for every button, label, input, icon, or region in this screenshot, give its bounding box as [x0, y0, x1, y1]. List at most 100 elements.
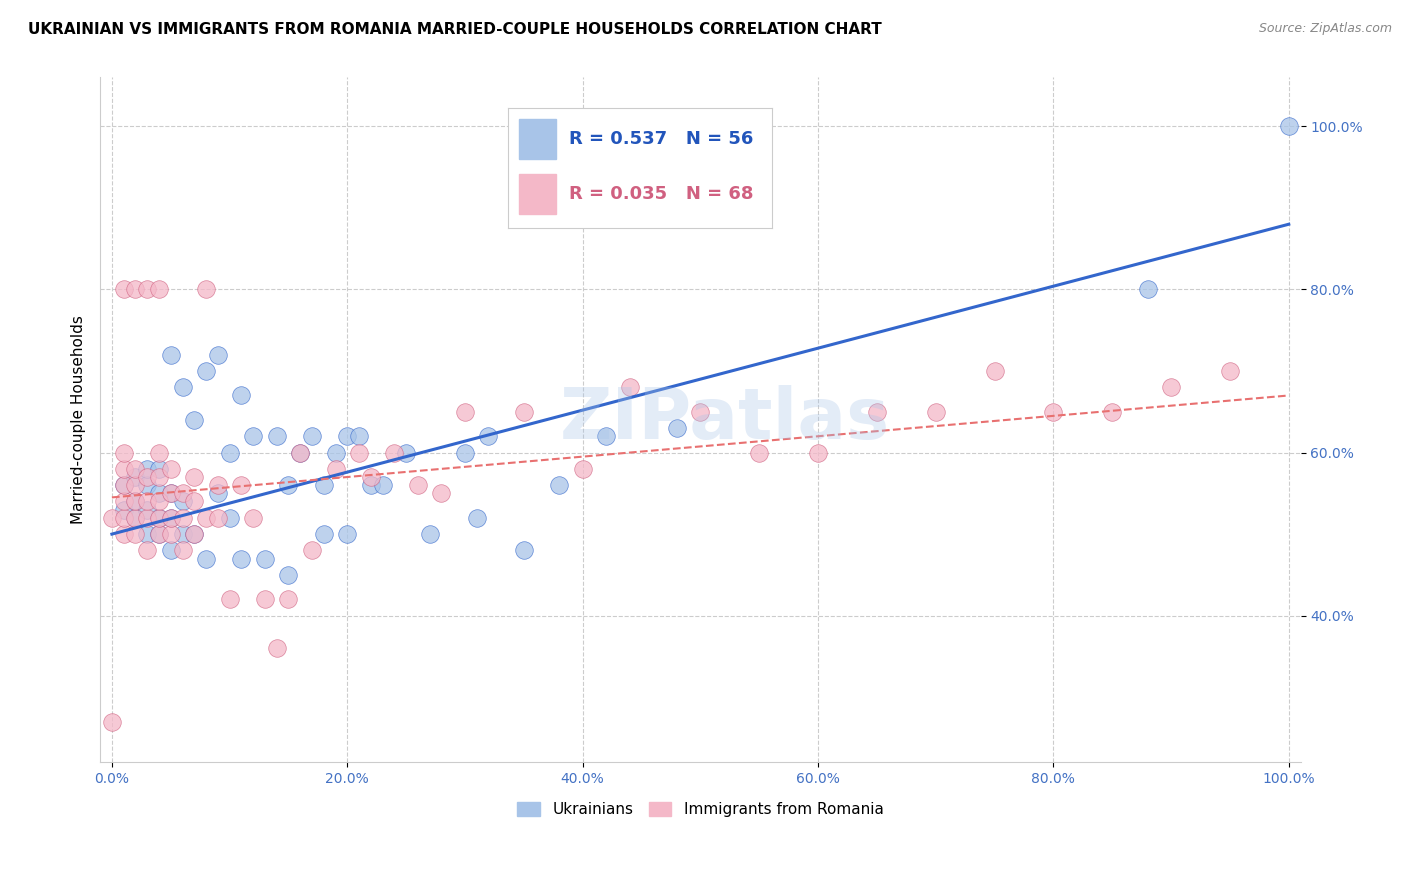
- Point: [419, 527, 441, 541]
- Point: [748, 445, 770, 459]
- Point: [1136, 283, 1159, 297]
- Point: [347, 445, 370, 459]
- Point: [112, 445, 135, 459]
- Point: [371, 478, 394, 492]
- Point: [290, 445, 312, 459]
- Point: [513, 543, 536, 558]
- Point: [290, 445, 312, 459]
- Point: [1219, 364, 1241, 378]
- Point: [218, 510, 240, 524]
- Point: [866, 405, 889, 419]
- Point: [1160, 380, 1182, 394]
- Point: [231, 478, 253, 492]
- Point: [136, 494, 159, 508]
- Text: Source: ZipAtlas.com: Source: ZipAtlas.com: [1258, 22, 1392, 36]
- Point: [513, 405, 536, 419]
- Point: [136, 470, 159, 484]
- Point: [242, 510, 264, 524]
- Point: [207, 510, 229, 524]
- Point: [101, 714, 124, 729]
- Point: [925, 405, 948, 419]
- Point: [301, 429, 323, 443]
- Point: [231, 388, 253, 402]
- Point: [159, 510, 181, 524]
- Point: [231, 551, 253, 566]
- Point: [1278, 120, 1301, 134]
- Point: [159, 486, 181, 500]
- Point: [195, 551, 218, 566]
- Point: [136, 543, 159, 558]
- Point: [277, 478, 299, 492]
- Point: [112, 510, 135, 524]
- Point: [112, 478, 135, 492]
- Point: [183, 527, 205, 541]
- Point: [347, 429, 370, 443]
- Point: [159, 462, 181, 476]
- Legend: Ukrainians, Immigrants from Romania: Ukrainians, Immigrants from Romania: [510, 796, 890, 823]
- Text: ZIPatlas: ZIPatlas: [560, 385, 890, 454]
- Point: [148, 510, 170, 524]
- Point: [124, 283, 146, 297]
- Point: [430, 486, 453, 500]
- Point: [136, 462, 159, 476]
- Point: [325, 462, 347, 476]
- Point: [148, 510, 170, 524]
- Point: [183, 494, 205, 508]
- Point: [266, 429, 288, 443]
- Point: [124, 494, 146, 508]
- Point: [124, 527, 146, 541]
- Point: [136, 478, 159, 492]
- Point: [207, 486, 229, 500]
- Point: [195, 364, 218, 378]
- Point: [148, 283, 170, 297]
- Point: [277, 567, 299, 582]
- Point: [253, 592, 276, 607]
- Point: [595, 429, 617, 443]
- Point: [183, 527, 205, 541]
- Point: [207, 478, 229, 492]
- Point: [665, 421, 688, 435]
- Point: [172, 543, 194, 558]
- Point: [242, 429, 264, 443]
- Point: [112, 527, 135, 541]
- Point: [312, 478, 335, 492]
- Point: [136, 510, 159, 524]
- Point: [159, 510, 181, 524]
- Point: [195, 510, 218, 524]
- Point: [454, 445, 477, 459]
- Point: [136, 527, 159, 541]
- Point: [112, 502, 135, 516]
- Point: [159, 527, 181, 541]
- Point: [325, 445, 347, 459]
- Point: [465, 510, 488, 524]
- Point: [336, 527, 359, 541]
- Point: [548, 478, 571, 492]
- Point: [689, 405, 711, 419]
- Point: [207, 348, 229, 362]
- Point: [159, 543, 181, 558]
- Point: [382, 445, 405, 459]
- Point: [336, 429, 359, 443]
- Point: [172, 494, 194, 508]
- Point: [148, 470, 170, 484]
- Point: [1101, 405, 1123, 419]
- Point: [277, 592, 299, 607]
- Point: [124, 470, 146, 484]
- Point: [159, 348, 181, 362]
- Point: [172, 380, 194, 394]
- Point: [195, 283, 218, 297]
- Point: [172, 527, 194, 541]
- Point: [395, 445, 418, 459]
- Point: [136, 502, 159, 516]
- Point: [159, 486, 181, 500]
- Text: UKRAINIAN VS IMMIGRANTS FROM ROMANIA MARRIED-COUPLE HOUSEHOLDS CORRELATION CHART: UKRAINIAN VS IMMIGRANTS FROM ROMANIA MAR…: [28, 22, 882, 37]
- Point: [983, 364, 1005, 378]
- Point: [619, 380, 641, 394]
- Point: [112, 462, 135, 476]
- Point: [571, 462, 593, 476]
- Point: [454, 405, 477, 419]
- Point: [218, 592, 240, 607]
- Point: [148, 494, 170, 508]
- Point: [312, 527, 335, 541]
- Point: [101, 510, 124, 524]
